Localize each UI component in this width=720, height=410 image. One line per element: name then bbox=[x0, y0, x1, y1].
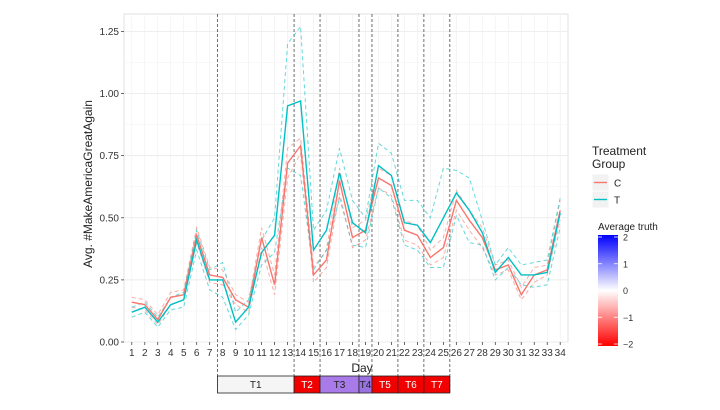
legend-label-t: T bbox=[614, 196, 620, 207]
treatment-group-legend: Treatment Group CT bbox=[591, 144, 647, 209]
colorbar-title: Average truth bbox=[598, 222, 658, 233]
x-tick-label: 18 bbox=[347, 348, 359, 359]
x-tick-label: 17 bbox=[334, 348, 346, 359]
colorbar-tick-label: 1 bbox=[623, 259, 628, 269]
series-c-upper-bound bbox=[131, 137, 561, 316]
x-tick-label: 4 bbox=[168, 348, 174, 359]
x-tick-label: 20 bbox=[373, 348, 385, 359]
x-axis-title: Day bbox=[351, 361, 372, 375]
x-tick-label: 8 bbox=[220, 348, 226, 359]
plot-panel bbox=[123, 13, 569, 343]
x-tick-label: 11 bbox=[256, 348, 267, 359]
treatment-period-label: T4 bbox=[360, 380, 372, 391]
colorbar-tick-label: −1 bbox=[623, 313, 633, 323]
average-truth-colorbar: Average truth 2 1 0 −1 −2 bbox=[598, 222, 658, 350]
legend-title-line2: Group bbox=[592, 157, 626, 171]
x-tick-label: 28 bbox=[477, 348, 489, 359]
legend-title-line1: Treatment bbox=[592, 144, 647, 158]
x-tick-label: 9 bbox=[233, 348, 239, 359]
x-tick-label: 34 bbox=[555, 348, 567, 359]
y-tick-label: 0.75 bbox=[100, 151, 120, 162]
x-tick-label: 29 bbox=[490, 348, 502, 359]
colorbar-tick-label: 0 bbox=[623, 286, 628, 296]
x-tick-label: 1 bbox=[129, 348, 135, 359]
x-tick-label: 24 bbox=[425, 348, 437, 359]
x-tick-label: 31 bbox=[516, 348, 528, 359]
x-tick-label: 19 bbox=[360, 348, 372, 359]
colorbar-tick-label: −2 bbox=[623, 340, 633, 350]
series-t-lower-bound bbox=[131, 167, 561, 331]
x-tick-label: 27 bbox=[464, 348, 476, 359]
x-tick-label: 22 bbox=[399, 348, 411, 359]
period-divider-lines bbox=[217, 14, 451, 394]
x-tick-label: 14 bbox=[295, 348, 307, 359]
x-tick-label: 23 bbox=[412, 348, 424, 359]
grid-lines bbox=[124, 14, 568, 343]
series-lines bbox=[131, 100, 561, 324]
x-tick-label: 16 bbox=[321, 348, 333, 359]
x-tick-label: 13 bbox=[282, 348, 294, 359]
x-tick-label: 5 bbox=[181, 348, 187, 359]
legend-label-c: C bbox=[614, 179, 621, 190]
x-tick-label: 2 bbox=[142, 348, 148, 359]
x-tick-label: 26 bbox=[451, 348, 463, 359]
confidence-bands bbox=[131, 25, 561, 331]
colorbar-ticks: 2 1 0 −1 −2 bbox=[598, 233, 633, 350]
x-tick-label: 3 bbox=[155, 348, 161, 359]
y-tick-label: 1.00 bbox=[100, 89, 120, 100]
treatment-period-t7 bbox=[423, 375, 451, 394]
treatment-period-bar: T1 T2 T3 T4 T5 T6 T7 bbox=[217, 375, 451, 394]
treatment-period-label: T1 bbox=[250, 380, 262, 391]
x-tick-label: 25 bbox=[438, 348, 450, 359]
x-axis-ticks: 1 2 3 4 5 6 7 8 9 10 11 12 13 14 15 16 17 18 19 20 21 22 23 24 2… bbox=[129, 342, 566, 359]
treatment-period-label: T3 bbox=[334, 380, 346, 391]
x-tick-label: 15 bbox=[308, 348, 320, 359]
treatment-period-label: T2 bbox=[301, 380, 313, 391]
x-tick-label: 21 bbox=[386, 348, 398, 359]
treatment-period-label: T7 bbox=[431, 380, 443, 391]
x-tick-label: 10 bbox=[243, 348, 255, 359]
y-axis-title: Avg. #MakeAmericaGreatAgain bbox=[81, 100, 95, 268]
x-tick-label: 7 bbox=[207, 348, 213, 359]
treatment-period-label: T6 bbox=[405, 380, 417, 391]
legend-entries: CT bbox=[591, 173, 621, 209]
colorbar-gradient bbox=[598, 235, 618, 346]
series-t-line bbox=[131, 100, 561, 324]
y-axis-ticks: 0.00 0.25 0.50 0.75 1.00 1.25 bbox=[100, 27, 124, 349]
x-tick-label: 33 bbox=[542, 348, 554, 359]
y-tick-label: 0.25 bbox=[100, 275, 120, 286]
y-tick-label: 0.50 bbox=[100, 213, 120, 224]
series-t-upper-bound bbox=[131, 25, 561, 319]
y-tick-label: 1.25 bbox=[100, 27, 120, 38]
x-tick-label: 12 bbox=[269, 348, 281, 359]
x-tick-label: 6 bbox=[194, 348, 200, 359]
treatment-period-label: T5 bbox=[379, 380, 391, 391]
x-tick-label: 30 bbox=[503, 348, 515, 359]
x-tick-label: 32 bbox=[529, 348, 541, 359]
colorbar-tick-label: 2 bbox=[623, 233, 628, 243]
y-tick-label: 0.00 bbox=[100, 338, 120, 349]
